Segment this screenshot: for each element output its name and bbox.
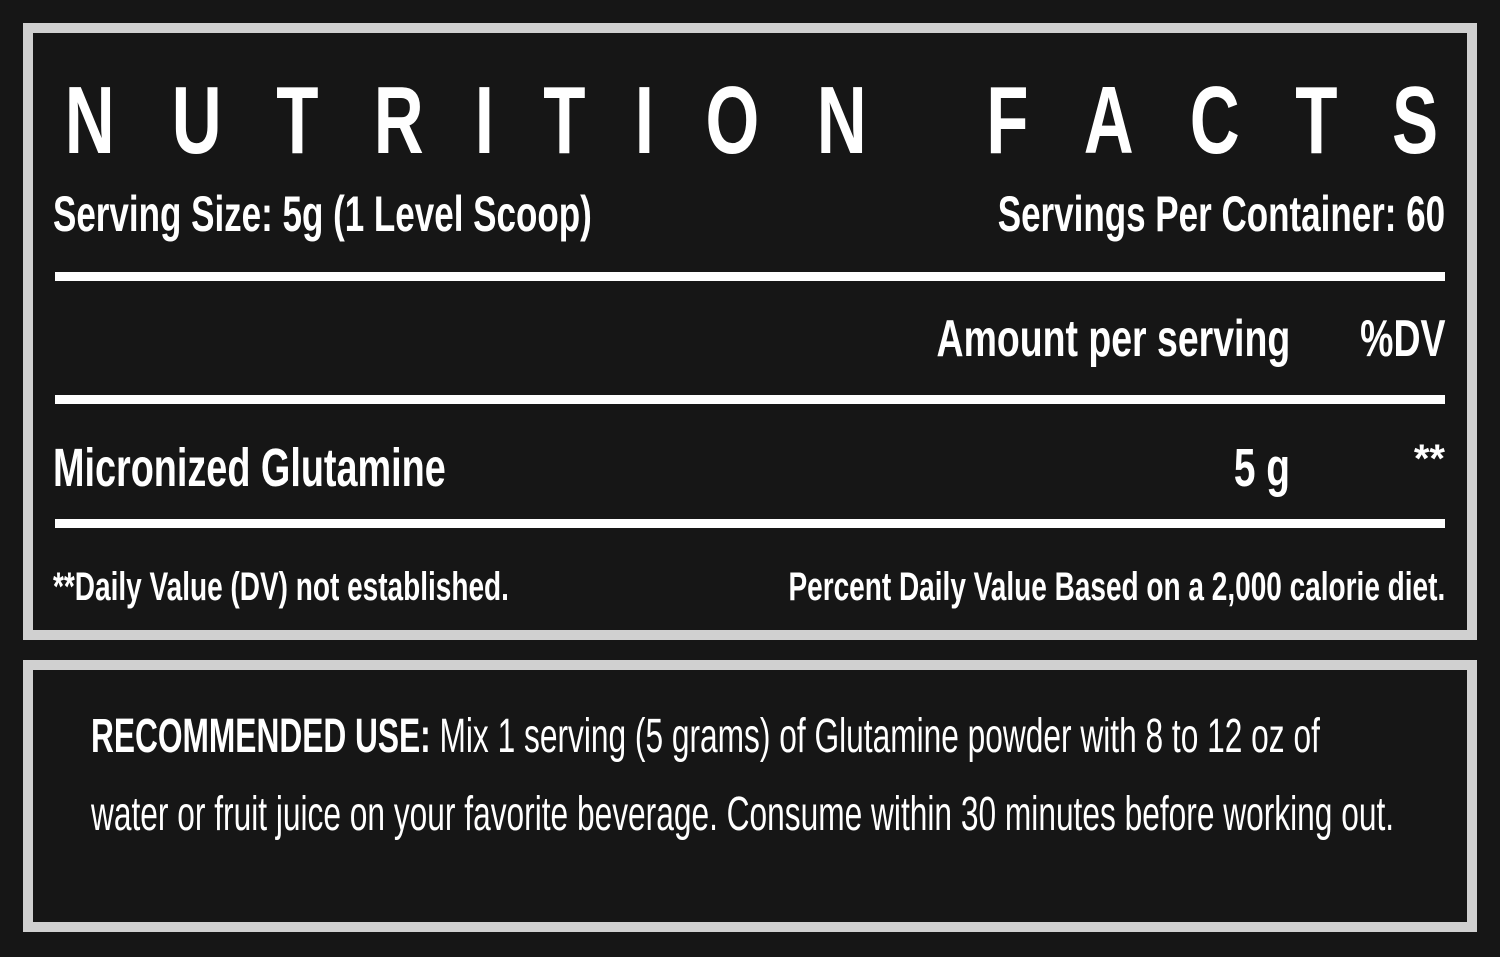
divider [55, 395, 1445, 404]
ingredient-dv: ** [1413, 437, 1445, 481]
title-letter: I [634, 67, 654, 174]
title-letter: F [985, 67, 1028, 174]
title-letter: R [373, 67, 424, 174]
title-letter: N [64, 67, 115, 174]
recommended-use-heading: RECOMMENDED USE: [91, 710, 431, 763]
dv-header: %DV [1359, 310, 1445, 368]
ingredient-name: Micronized Glutamine [53, 438, 446, 498]
recommended-use-text: RECOMMENDED USE: Mix 1 serving (5 grams)… [91, 698, 1421, 854]
title-letter: T [543, 67, 586, 174]
divider [55, 272, 1445, 281]
divider [55, 519, 1445, 528]
title-letter: U [171, 67, 222, 174]
title-letter: I [474, 67, 494, 174]
recommended-use-panel: RECOMMENDED USE: Mix 1 serving (5 grams)… [23, 660, 1477, 932]
servings-per-container: Servings Per Container: 60 [997, 186, 1445, 242]
serving-size: Serving Size: 5g (1 Level Scoop) [53, 186, 592, 242]
title-letter: O [705, 67, 760, 174]
ingredient-amount: 5 g [1233, 438, 1290, 498]
footnote-calorie: Percent Daily Value Based on a 2,000 cal… [788, 565, 1445, 609]
footnote-dv: **Daily Value (DV) not established. [53, 565, 509, 609]
title-letter [917, 73, 936, 169]
amount-per-serving-header: Amount per serving [936, 310, 1290, 368]
recommended-use-body: Mix 1 serving (5 grams) of Glutamine pow… [91, 710, 1395, 841]
title-letter: N [816, 67, 867, 174]
title-letter: C [1189, 67, 1240, 174]
title-letter: A [1083, 67, 1134, 174]
title-letter: T [1295, 67, 1338, 174]
title-letter: S [1391, 67, 1438, 174]
title-letter: T [276, 67, 319, 174]
